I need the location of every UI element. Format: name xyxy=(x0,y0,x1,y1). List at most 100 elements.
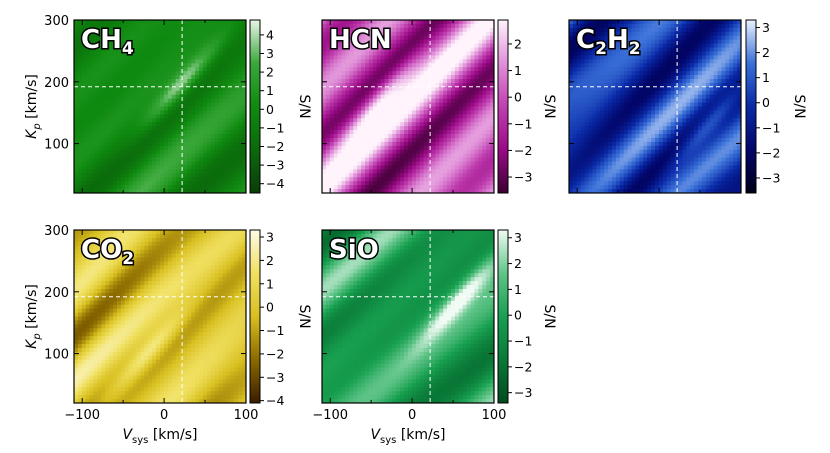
heatmap-cell xyxy=(105,149,110,155)
heatmap-cell xyxy=(411,82,417,88)
heatmap-cell xyxy=(230,86,235,92)
heatmap-cell xyxy=(349,173,354,178)
heatmap-cell xyxy=(596,157,601,163)
heatmap-cell xyxy=(152,130,157,135)
heatmap-cell xyxy=(206,177,212,182)
heatmap-cell xyxy=(572,27,578,33)
heatmap-cell xyxy=(203,106,208,112)
heatmap-cell xyxy=(203,134,208,139)
heatmap-cell xyxy=(431,169,436,174)
heatmap-cell xyxy=(341,134,347,139)
heatmap-cell xyxy=(478,177,483,182)
heatmap-cell xyxy=(470,90,476,96)
heatmap-cell xyxy=(580,63,586,68)
heatmap-cell xyxy=(643,130,648,135)
heatmap-cell xyxy=(353,78,358,84)
heatmap-cell xyxy=(167,67,173,72)
heatmap-cell xyxy=(81,141,87,147)
heatmap-cell xyxy=(368,98,374,104)
heatmap-cell xyxy=(187,141,192,147)
heatmap-cell xyxy=(600,165,605,171)
heatmap-cell xyxy=(404,59,409,64)
heatmap-cell xyxy=(411,110,417,115)
heatmap-cell xyxy=(329,130,335,135)
heatmap-cell xyxy=(210,55,216,60)
heatmap-cell xyxy=(163,189,169,193)
heatmap-cell xyxy=(322,59,327,64)
heatmap-cell xyxy=(81,165,87,171)
heatmap-cell xyxy=(486,23,491,29)
heatmap-cell xyxy=(419,106,425,112)
heatmap-cell xyxy=(384,130,390,135)
heatmap-cell xyxy=(136,134,142,139)
heatmap-cell xyxy=(353,98,358,104)
heatmap-cell xyxy=(341,165,347,171)
heatmap-cell xyxy=(183,59,188,64)
heatmap-cell xyxy=(608,39,613,45)
heatmap-cell xyxy=(89,31,95,37)
heatmap-cell xyxy=(226,122,231,127)
heatmap-cell xyxy=(218,118,224,123)
heatmap-cell xyxy=(423,20,429,25)
heatmap-cell xyxy=(600,90,605,96)
heatmap-cell xyxy=(85,165,91,171)
heatmap-cell xyxy=(439,43,444,49)
heatmap-cell xyxy=(329,71,335,76)
heatmap xyxy=(322,20,494,193)
heatmap-cell xyxy=(105,185,110,190)
heatmap-cell xyxy=(136,106,142,112)
heatmap-cell xyxy=(404,118,409,123)
heatmap-cell xyxy=(396,67,401,72)
heatmap-cell xyxy=(187,169,192,174)
heatmap-cell xyxy=(93,161,99,167)
heatmap-cell xyxy=(400,145,405,151)
heatmap-cell xyxy=(404,51,409,56)
heatmap-cell xyxy=(187,59,192,64)
heatmap-cell xyxy=(195,27,200,33)
heatmap-cell xyxy=(117,98,122,104)
heatmap-cell xyxy=(404,55,409,60)
heatmap-cell xyxy=(175,39,181,45)
heatmap-cell xyxy=(353,181,358,186)
heatmap-cell xyxy=(388,102,393,108)
heatmap-cell xyxy=(124,55,130,60)
heatmap-cell xyxy=(431,122,436,127)
heatmap-cell xyxy=(365,94,370,100)
heatmap-cell xyxy=(419,90,425,96)
heatmap-cell xyxy=(93,23,99,29)
heatmap-cell xyxy=(396,137,401,143)
heatmap-cell xyxy=(160,145,165,151)
heatmap-cell xyxy=(604,110,609,115)
heatmap-cell xyxy=(113,35,118,41)
heatmap-cell xyxy=(105,35,110,41)
heatmap-cell xyxy=(109,94,114,100)
heatmap-cell xyxy=(210,102,216,108)
heatmap-cell xyxy=(175,35,181,41)
heatmap-cell xyxy=(109,31,114,37)
heatmap-cell xyxy=(97,177,102,182)
heatmap-cell xyxy=(345,47,350,53)
heatmap-cell xyxy=(171,90,177,96)
heatmap-cell xyxy=(222,173,228,178)
heatmap-cell xyxy=(608,63,613,68)
heatmap-cell xyxy=(490,106,494,112)
heatmap-cell xyxy=(333,181,339,186)
heatmap-cell xyxy=(357,126,362,131)
heatmap-cell xyxy=(608,82,613,88)
heatmap-cell xyxy=(623,149,629,155)
heatmap-cell xyxy=(136,63,142,68)
heatmap-cell xyxy=(443,185,448,190)
heatmap-cell xyxy=(349,169,354,174)
heatmap-cell xyxy=(361,98,366,104)
heatmap-cell xyxy=(85,157,91,163)
heatmap-cell xyxy=(474,75,479,80)
heatmap-cell xyxy=(74,126,79,131)
heatmap-cell xyxy=(136,47,142,53)
heatmap-cell xyxy=(451,67,456,72)
heatmap-cell xyxy=(388,153,393,159)
heatmap-cell xyxy=(400,173,405,178)
heatmap-cell xyxy=(191,82,196,88)
heatmap-cell xyxy=(612,102,617,108)
heatmap-cell xyxy=(140,78,145,84)
heatmap-cell xyxy=(462,169,468,174)
